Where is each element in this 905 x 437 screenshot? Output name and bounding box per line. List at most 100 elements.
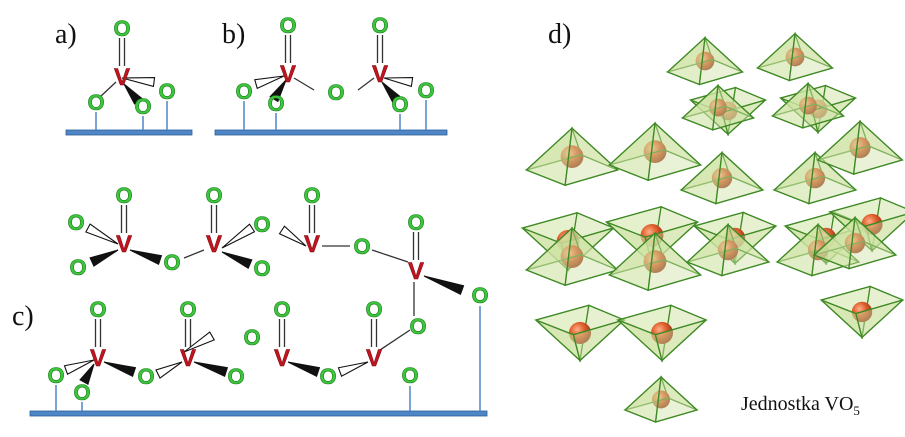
- oxygen-atom: O: [471, 283, 488, 308]
- bonds-layer: [55, 35, 481, 411]
- oxygen-atom: O: [365, 297, 382, 322]
- pyramid-face: [756, 32, 796, 82]
- oxygen-atom: O: [303, 183, 320, 208]
- pyramid-face: [811, 97, 856, 134]
- vo5-unit-label-text: Jednostka VO: [741, 393, 853, 415]
- vanadium-atom: V: [206, 231, 222, 258]
- vo5-pyramid: [615, 304, 708, 363]
- oxygen-atom: O: [267, 91, 284, 116]
- vanadium-atom: V: [90, 345, 106, 372]
- oxygen-atom: O: [243, 325, 260, 350]
- oxygen-atom: O: [69, 255, 86, 280]
- oxygen-atom: O: [67, 210, 84, 235]
- oxygen-atom: O: [417, 78, 434, 103]
- vo5-pyramid: [607, 231, 703, 292]
- vanadium-atom: V: [114, 64, 130, 91]
- wedge-bond-solid: [193, 361, 229, 378]
- vanadium-atom: V: [366, 345, 382, 372]
- wedge-bond-solid: [79, 363, 95, 385]
- wedge-bond-hashed: [337, 361, 369, 378]
- pyramid-face: [808, 151, 858, 205]
- wedge-bond-hashed: [121, 76, 156, 88]
- wedge-bond-solid: [89, 249, 119, 267]
- vo5-pyramid: [524, 226, 620, 287]
- vo5-pyramid: [685, 222, 771, 277]
- pyramid-face: [525, 126, 573, 187]
- oxygen-atom: O: [89, 297, 106, 322]
- oxygen-atom: O: [87, 90, 104, 115]
- vo5-pyramid: [607, 121, 703, 182]
- wedge-bond-hashed: [221, 223, 256, 249]
- pyramid-face: [623, 375, 662, 423]
- vo5-pyramid: [812, 215, 898, 270]
- pyramid-face: [572, 319, 625, 362]
- panel-label-b: b): [222, 19, 245, 50]
- pyramid-face: [721, 223, 771, 277]
- vanadium-atom: V: [372, 61, 388, 88]
- pyramid-face: [711, 84, 755, 131]
- pyramid-face: [721, 99, 766, 136]
- oxygen-atom: O: [235, 79, 252, 104]
- surface-a: [65, 129, 193, 136]
- vanadium-atom: V: [180, 345, 196, 372]
- wedge-bond-solid: [269, 79, 287, 103]
- surface-b: [214, 129, 448, 136]
- wedge-bond-solid: [287, 361, 321, 378]
- pyramid-face: [715, 151, 765, 205]
- pyramid-face: [801, 82, 845, 129]
- oxygen-atom: O: [279, 13, 296, 38]
- single-bond: [357, 77, 375, 91]
- wedge-bond-hashed: [63, 359, 95, 376]
- oxygen-atom: O: [163, 250, 180, 275]
- vo5-unit-pyramid-icon: [623, 375, 699, 423]
- oxygen-atom: O: [407, 210, 424, 235]
- oxygen-atom: O: [227, 364, 244, 389]
- oxygen-atom: O: [401, 363, 418, 388]
- vo5-unit-label: Jednostka VO5: [741, 393, 860, 418]
- oxygen-atom: O: [353, 234, 370, 259]
- wedge-bond-hashed: [183, 331, 216, 353]
- wedge-bond-solid: [129, 249, 163, 266]
- vo5-pyramid: [533, 304, 626, 363]
- vo5-pyramid: [524, 126, 620, 187]
- wedge-bond-hashed: [254, 75, 285, 90]
- oxygen-atom: O: [73, 380, 90, 405]
- oxygen-atom: O: [391, 92, 408, 117]
- pyramid-face: [564, 226, 619, 287]
- pyramid-face: [772, 150, 816, 205]
- oxygen-atom: O: [158, 79, 175, 104]
- wedge-bond-solid: [381, 81, 401, 103]
- pyramid-face: [647, 121, 702, 182]
- oxygen-atom: O: [205, 183, 222, 208]
- oxygen-atom: O: [134, 94, 151, 119]
- vo5-pyramid: [819, 285, 905, 340]
- wedge-bond-hashed: [155, 361, 183, 379]
- pyramid-face: [852, 119, 904, 175]
- oxygen-atom: O: [47, 363, 64, 388]
- oxygen-atom: O: [409, 314, 426, 339]
- vo5-pyramid: [623, 375, 699, 423]
- wedge-bond-solid: [423, 275, 465, 295]
- panel-label-d: d): [548, 19, 571, 50]
- vo5-pyramid: [679, 150, 765, 205]
- pyramid-face: [848, 216, 898, 270]
- vanadium-atom: V: [280, 61, 296, 88]
- surface-c: [29, 410, 488, 417]
- vo5-pyramid: [770, 81, 846, 129]
- pyramid-face: [788, 32, 834, 82]
- single-bond: [371, 249, 409, 263]
- vanadium-atom: V: [116, 231, 132, 258]
- oxygen-atom: O: [253, 256, 270, 281]
- pyramid-face: [654, 375, 699, 423]
- vo5-pyramid: [815, 119, 905, 175]
- panel-label-c: c): [12, 301, 34, 332]
- pyramid-face: [855, 299, 904, 339]
- pyramid-face: [681, 83, 719, 131]
- vanadium-atom: V: [274, 345, 290, 372]
- vanadium-atom: V: [304, 231, 320, 258]
- panel-label-a: a): [55, 19, 77, 50]
- single-bond: [379, 329, 411, 351]
- pyramid-face: [608, 121, 656, 182]
- crystal-structure-d: [520, 32, 905, 363]
